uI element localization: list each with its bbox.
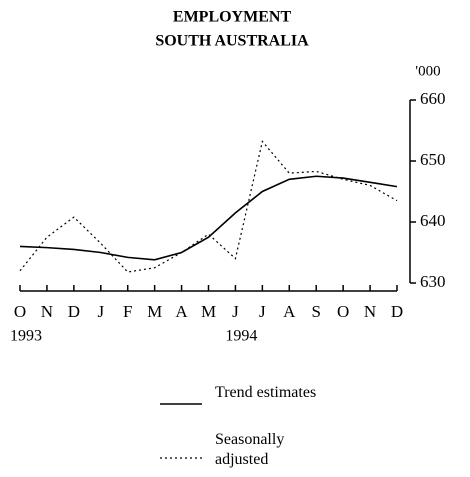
x-tick-label: N — [364, 302, 376, 321]
x-tick-label: M — [201, 302, 216, 321]
x-tick-label: J — [259, 302, 266, 321]
y-unit: '000 — [415, 63, 440, 79]
y-tick-label: 640 — [420, 211, 446, 230]
series-line — [19, 175, 398, 261]
y-tick-label: 660 — [420, 89, 446, 108]
x-tick-label: O — [337, 302, 349, 321]
x-tick-label: N — [41, 302, 53, 321]
x-tick-label: A — [283, 302, 296, 321]
x-tick-label: M — [147, 302, 162, 321]
legend-label: Seasonally adjusted — [215, 431, 285, 468]
y-tick-label: 650 — [420, 150, 446, 169]
legend-label: Trend estimates — [215, 384, 317, 401]
x-tick-label: J — [232, 302, 239, 321]
y-tick-label: 630 — [420, 272, 446, 291]
x-tick-label: S — [311, 302, 320, 321]
x-tick-label: O — [14, 302, 26, 321]
x-tick-label: D — [391, 302, 403, 321]
year-label: 1993 — [10, 328, 42, 345]
chart-subtitle: SOUTH AUSTRALIA — [155, 33, 309, 50]
x-tick-label: J — [97, 302, 104, 321]
x-tick-label: A — [175, 302, 188, 321]
x-tick-label: D — [68, 302, 80, 321]
series-line — [19, 140, 398, 273]
chart-title: EMPLOYMENT — [173, 9, 292, 26]
x-tick-label: F — [123, 302, 132, 321]
year-label: 1994 — [225, 328, 257, 345]
